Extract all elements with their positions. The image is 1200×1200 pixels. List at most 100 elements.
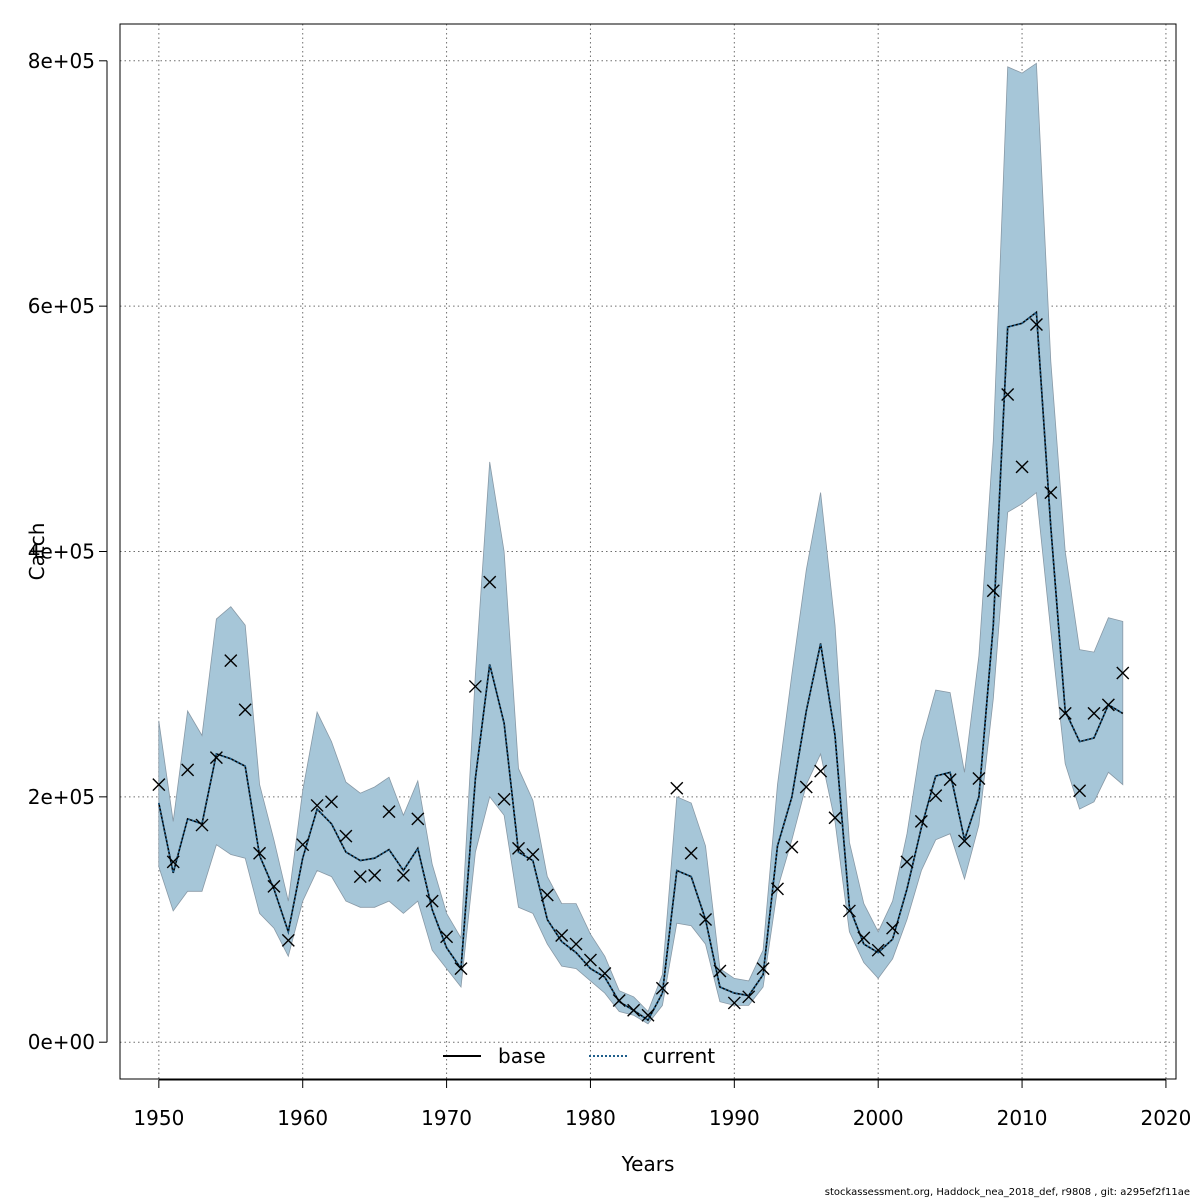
data-point-stroke: [181, 763, 195, 777]
data-point: [828, 811, 842, 825]
data-point-stroke: [382, 805, 396, 819]
data-point-stroke: [770, 882, 784, 896]
data-point-stroke: [555, 928, 569, 942]
series-line-base: [158, 310, 1124, 1022]
data-point-stroke: [583, 953, 597, 967]
data-point: [411, 812, 425, 826]
data-point: [1015, 460, 1029, 474]
data-point-stroke: [598, 967, 612, 980]
data-point: [310, 798, 324, 812]
legend-label-current: current: [643, 1044, 715, 1068]
y-tick-label: 0e+00: [28, 1030, 95, 1054]
data-point-stroke: [339, 829, 353, 843]
data-point: [497, 792, 511, 806]
x-tick-label: 1950: [133, 1106, 184, 1130]
data-point: [339, 829, 353, 843]
data-point-stroke: [958, 834, 972, 848]
data-point-stroke: [253, 846, 267, 860]
x-axis-label: Years: [621, 1152, 675, 1176]
data-point-stroke: [828, 811, 842, 825]
data-point-stroke: [1101, 698, 1115, 712]
y-axis: 0e+00 2e+05 4e+05 6e+05 8e+05: [28, 49, 108, 1054]
data-point: [267, 879, 281, 893]
data-point-stroke: [1073, 784, 1087, 798]
data-point-stroke: [368, 868, 382, 882]
y-tick-label: 8e+05: [28, 49, 95, 73]
data-point: [181, 763, 195, 777]
data-point-stroke: [267, 879, 281, 893]
data-point-stroke: [195, 818, 209, 832]
data-point: [440, 930, 454, 944]
x-tick-label: 1970: [421, 1106, 472, 1130]
data-point: [900, 855, 914, 869]
data-point-stroke: [396, 868, 410, 882]
data-point-stroke: [886, 921, 900, 935]
data-point-stroke: [310, 798, 324, 812]
data-point: [699, 913, 713, 927]
data-point-stroke: [756, 962, 770, 976]
data-point-stroke: [353, 870, 367, 884]
y-tick-label: 6e+05: [28, 294, 95, 318]
legend-label-base: base: [498, 1044, 546, 1068]
data-point: [929, 789, 943, 803]
data-point-stroke: [670, 781, 684, 795]
data-point: [382, 805, 396, 819]
data-point: [713, 964, 727, 978]
data-point: [195, 818, 209, 832]
data-point: [253, 846, 267, 860]
data-point-stroke: [857, 931, 871, 945]
data-point-stroke: [1116, 666, 1130, 680]
data-point: [353, 870, 367, 884]
y-axis-label: Catch: [25, 523, 49, 581]
data-point: [986, 584, 1000, 598]
data-point-stroke: [569, 937, 583, 951]
data-point-stroke: [713, 964, 727, 978]
data-point: [886, 921, 900, 935]
data-point: [1087, 706, 1101, 720]
data-point: [742, 990, 756, 1004]
data-point-stroke: [627, 1003, 641, 1017]
data-point: [483, 575, 497, 589]
x-tick-label: 2000: [853, 1106, 904, 1130]
data-point: [238, 703, 252, 717]
data-point: [152, 778, 166, 792]
data-point-stroke: [411, 812, 425, 826]
data-point-stroke: [483, 575, 497, 589]
data-point-stroke: [699, 913, 713, 927]
data-point-stroke: [1001, 387, 1015, 401]
data-point: [641, 1008, 655, 1022]
data-point: [454, 962, 468, 976]
data-point-stroke: [684, 846, 698, 860]
data-point: [1073, 784, 1087, 798]
data-point: [943, 773, 957, 787]
data-point: [842, 904, 856, 918]
x-tick-label: 2010: [997, 1106, 1048, 1130]
data-point: [540, 888, 554, 902]
data-point: [655, 981, 669, 995]
data-point-stroke: [1044, 486, 1058, 500]
data-point: [1029, 318, 1043, 332]
data-point: [209, 751, 223, 765]
data-point-stroke: [785, 840, 799, 854]
data-point-stroke: [727, 996, 741, 1010]
x-axis: 1950 1960 1970 1980 1990 2000 2010 2020: [133, 1079, 1191, 1130]
data-point: [224, 654, 238, 668]
data-point: [1116, 666, 1130, 680]
data-point: [1001, 387, 1015, 401]
data-point: [756, 962, 770, 976]
data-point: [368, 868, 382, 882]
data-point: [814, 764, 828, 778]
data-point-stroke: [871, 943, 885, 957]
data-point: [468, 679, 482, 693]
data-point-stroke: [296, 838, 310, 852]
data-point-stroke: [1087, 706, 1101, 720]
data-point-stroke: [1015, 460, 1029, 474]
data-point-stroke: [152, 778, 166, 792]
data-point-stroke: [324, 795, 338, 809]
data-point-stroke: [281, 933, 295, 947]
data-point: [396, 868, 410, 882]
data-point-stroke: [799, 780, 813, 794]
data-point-stroke: [655, 981, 669, 995]
x-tick-label: 1990: [709, 1106, 760, 1130]
